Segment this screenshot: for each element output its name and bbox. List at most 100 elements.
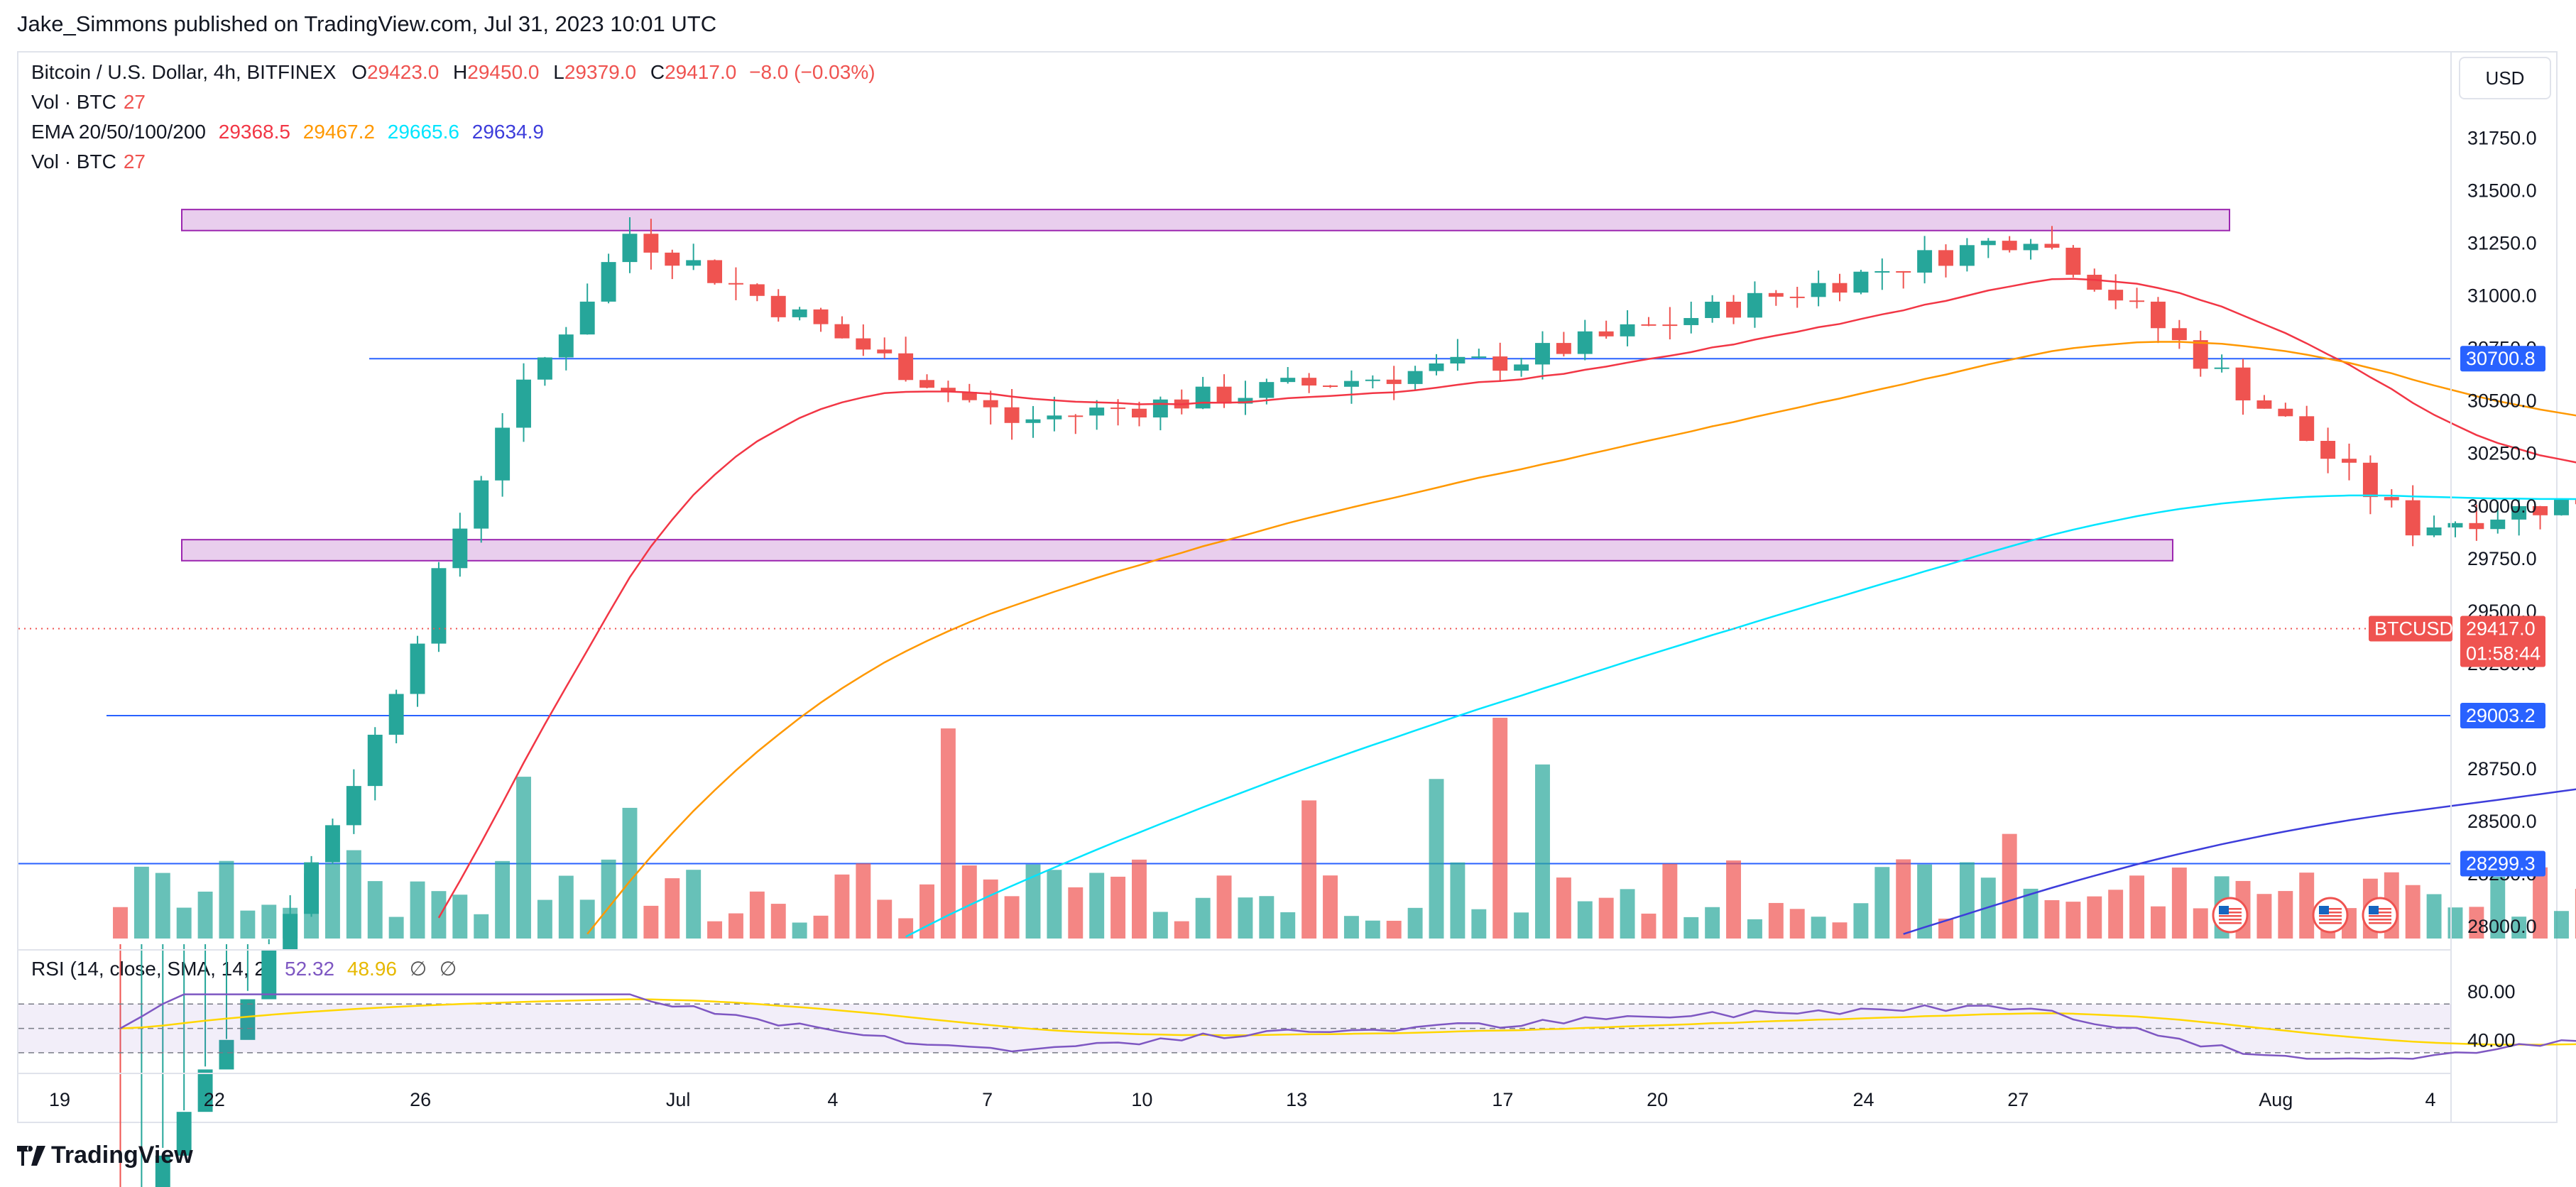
candle-body — [410, 643, 425, 694]
candle-body — [1683, 317, 1699, 325]
candle-body — [2087, 275, 2102, 290]
legend-rsi-row[interactable]: RSI (14, close, SMA, 14, 2) 52.32 48.96 … — [31, 958, 457, 980]
volume-bar — [1747, 919, 1762, 939]
candle-body — [558, 334, 574, 358]
volume-bar — [643, 905, 659, 939]
volume-bar — [2193, 908, 2208, 939]
candle-body — [1938, 250, 1953, 266]
legend-volume-row-2[interactable]: Vol · BTC 27 — [31, 151, 146, 173]
candle-body — [1471, 356, 1487, 359]
volume-bar — [622, 807, 638, 939]
volume-bar — [1705, 907, 1720, 939]
rsi-tick-label: 80.00 — [2467, 981, 2516, 1002]
candle-body — [2002, 241, 2017, 251]
volume-bar — [601, 859, 616, 939]
price-tick-label: 28000.0 — [2467, 916, 2537, 937]
legend-volume-row[interactable]: Vol · BTC 27 — [31, 91, 146, 113]
candle-body — [2490, 519, 2506, 530]
candle-body — [877, 349, 893, 354]
volume-bar — [1047, 870, 1062, 939]
legend-ema-row[interactable]: EMA 20/50/100/200 29368.5 29467.2 29665.… — [31, 121, 544, 143]
symbol-tag-bg — [2369, 616, 2452, 642]
volume-bar — [728, 913, 743, 939]
volume-bar — [2490, 876, 2506, 939]
volume-bar — [410, 881, 425, 939]
symbol-title[interactable]: Bitcoin / U.S. Dollar, 4h, BITFINEX — [31, 61, 337, 83]
volume-bar — [2129, 875, 2145, 939]
price-tick-label: 28750.0 — [2467, 758, 2537, 780]
volume-bar — [1598, 897, 1614, 939]
candle-body — [2256, 400, 2272, 409]
us-event-flag-icon[interactable] — [2362, 897, 2398, 934]
flag-stripe — [2319, 915, 2342, 917]
candle-body — [1556, 343, 1571, 354]
candle-body — [2171, 328, 2187, 341]
volume-bar — [1641, 913, 1657, 939]
us-event-flag-icon[interactable] — [2212, 897, 2249, 934]
volume-bar — [1068, 887, 1084, 939]
candle-body — [2533, 505, 2548, 515]
candle-body — [622, 234, 638, 263]
volume-bar — [537, 899, 552, 939]
candle-body — [1535, 343, 1550, 365]
publisher-header: Jake_Simmons published on TradingView.co… — [17, 11, 717, 36]
volume-bar — [1323, 875, 1338, 939]
flag-stripe — [2219, 915, 2242, 917]
candle-body — [2044, 244, 2060, 248]
time-tick-label: 13 — [1286, 1089, 1307, 1110]
volume-bar — [940, 728, 956, 939]
candle-body — [2447, 523, 2463, 527]
candle-body — [388, 694, 404, 735]
candle-body — [1323, 385, 1338, 388]
volume-bar — [2002, 833, 2017, 939]
volume-bar — [1195, 897, 1211, 939]
candle-body — [919, 380, 934, 388]
volume-bar — [155, 873, 170, 939]
level-tag-28299.3: 28299.3 — [2460, 850, 2545, 877]
volume-bar — [834, 874, 850, 939]
tradingview-logo-icon — [17, 1144, 45, 1166]
candle-body — [2278, 408, 2293, 417]
currency-button[interactable]: USD — [2459, 57, 2551, 99]
volume-bar — [558, 875, 574, 939]
volume-bar — [452, 895, 468, 939]
volume-bar — [877, 899, 893, 939]
volume-bar — [2278, 891, 2293, 939]
price-tick-label: 31500.0 — [2467, 180, 2537, 201]
volume-bar — [516, 777, 531, 939]
candle-body — [856, 338, 871, 350]
volume-bar — [1726, 860, 1742, 939]
candle-body — [2235, 367, 2251, 400]
time-tick-label: Aug — [2259, 1089, 2293, 1110]
candle-body — [813, 309, 829, 324]
tradingview-footer[interactable]: TradingView — [17, 1142, 193, 1169]
flag-stripe — [2219, 919, 2242, 921]
volume-bar — [1959, 862, 1975, 939]
volume-bar — [2426, 894, 2442, 939]
volume-bar — [1216, 875, 1232, 939]
volume-bar — [792, 922, 807, 939]
flag-stripe — [2319, 919, 2342, 921]
candle-body — [1004, 407, 1020, 423]
candle-body — [155, 1155, 170, 1187]
candle-body — [601, 262, 616, 302]
volume-bar — [665, 878, 680, 939]
volume-bar — [2023, 888, 2039, 939]
time-tick-label: 4 — [827, 1089, 838, 1110]
candle-body — [1514, 364, 1529, 371]
level-tag-bg — [2460, 850, 2545, 877]
candle-body — [1747, 292, 1762, 318]
candle-body — [1195, 386, 1211, 409]
candle-body — [1216, 386, 1232, 404]
volume-bar — [346, 850, 361, 939]
us-event-flag-icon[interactable] — [2312, 897, 2349, 934]
flag-stripe — [2319, 912, 2342, 914]
volume-bar — [431, 891, 447, 939]
volume-bar — [2447, 907, 2463, 939]
level-tag-text: 30700.8 — [2466, 348, 2536, 369]
volume-bar — [770, 904, 786, 939]
volume-bar — [133, 866, 149, 939]
candle-body — [1641, 324, 1657, 326]
time-tick-label: 22 — [204, 1089, 225, 1110]
